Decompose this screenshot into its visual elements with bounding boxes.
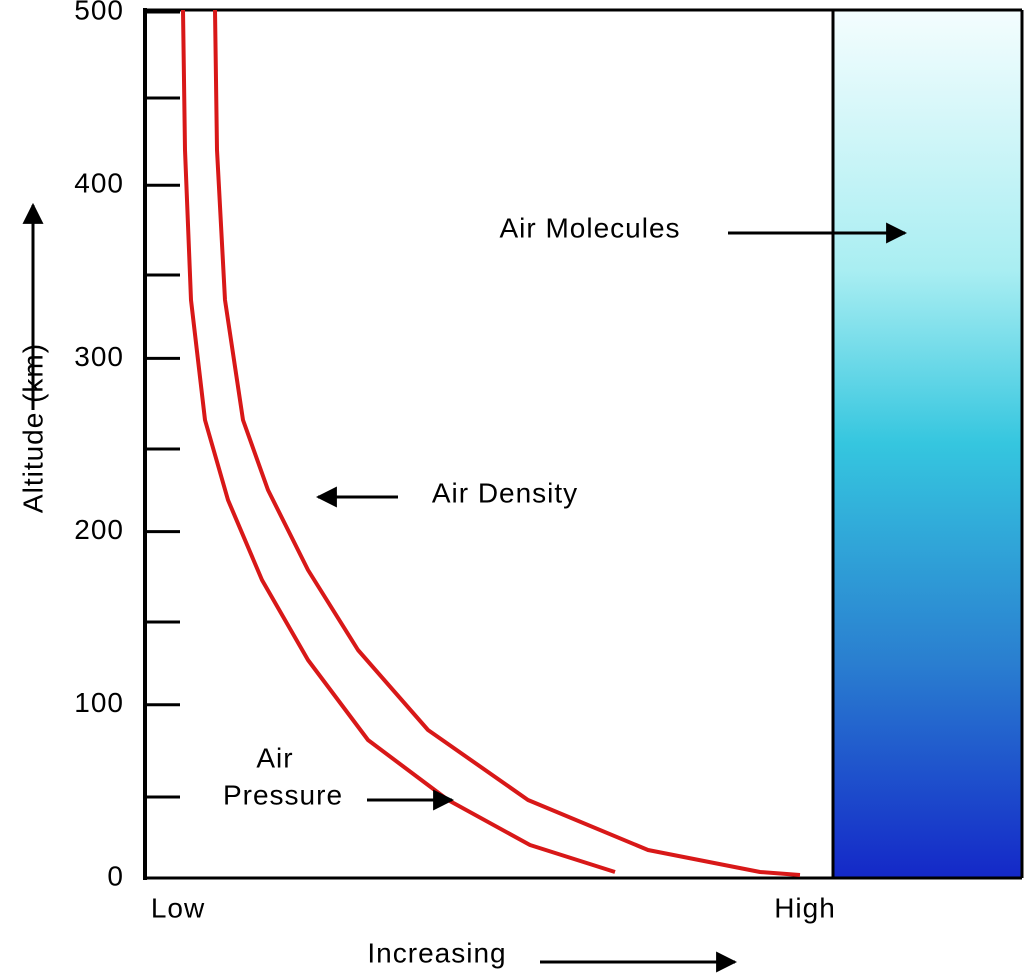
minor-ticks [145,96,180,799]
x-low-label: Low [151,892,205,923]
y-tick-label: 400 [74,168,124,199]
pressure-label: Air [256,742,293,773]
density-curve [213,9,801,877]
density-label: Air Density [432,477,578,508]
x-high-label: High [774,892,836,923]
pressure-label: Pressure [223,779,343,810]
y-tick-label: 0 [107,860,124,891]
y-tick-label: 100 [74,687,124,718]
y-tick-label: 500 [74,0,124,25]
y-tick-label: 200 [74,514,124,545]
pressure-curve [181,9,616,874]
y-tick-label: 300 [74,341,124,372]
frame [143,8,1024,880]
molecule-panel [834,10,1022,878]
x-axis-label: Increasing [367,937,506,968]
molecules-label: Air Molecules [499,212,680,243]
